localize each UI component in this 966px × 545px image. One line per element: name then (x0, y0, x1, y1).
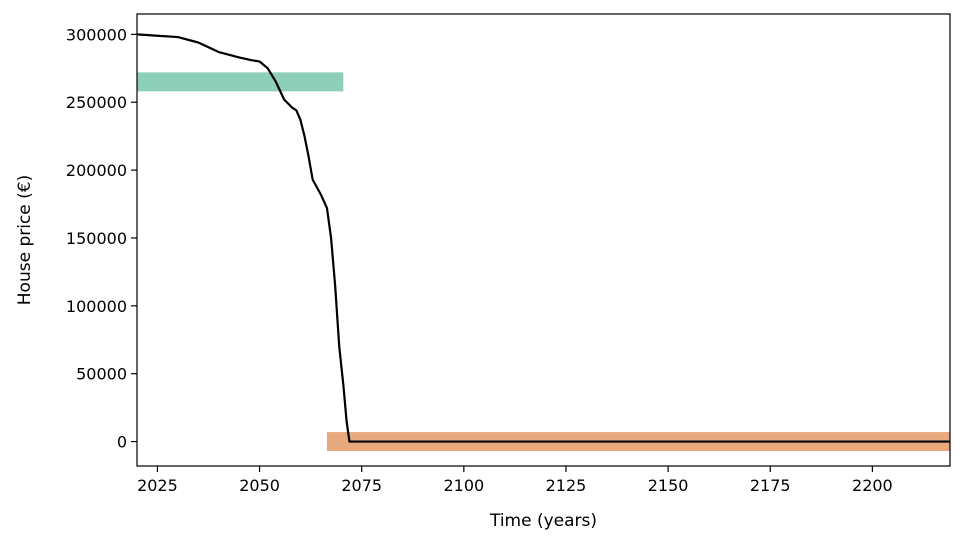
y-tick-label: 0 (117, 433, 127, 452)
y-tick-label: 50000 (76, 365, 127, 384)
y-tick-label: 100000 (66, 297, 127, 316)
x-tick-label: 2125 (546, 476, 587, 495)
y-tick-label: 250000 (66, 93, 127, 112)
series-lines (136, 33, 950, 443)
x-tick-label: 2075 (341, 476, 382, 495)
y-axis-label: House price (€) (15, 175, 35, 305)
plot-frame (136, 13, 951, 467)
x-tick-label: 2025 (137, 476, 178, 495)
highlight-band-1 (137, 72, 344, 92)
x-tick-label: 2050 (239, 476, 280, 495)
y-axis-ticks: 0 50000 100000 150000 200000 250000 300000 (66, 25, 137, 452)
x-axis-ticks: 2025 2050 2075 2100 2125 2150 2175 2200 (137, 466, 893, 495)
x-tick-label: 2200 (852, 476, 893, 495)
y-tick-label: 200000 (66, 161, 127, 180)
x-axis-label: Time (years) (489, 511, 597, 531)
x-tick-label: 2175 (750, 476, 791, 495)
highlight-bands (137, 72, 950, 452)
y-tick-label: 150000 (66, 229, 127, 248)
x-tick-label: 2100 (443, 476, 484, 495)
y-tick-label: 300000 (66, 25, 127, 44)
x-tick-label: 2150 (648, 476, 689, 495)
series-line-1 (136, 33, 950, 443)
